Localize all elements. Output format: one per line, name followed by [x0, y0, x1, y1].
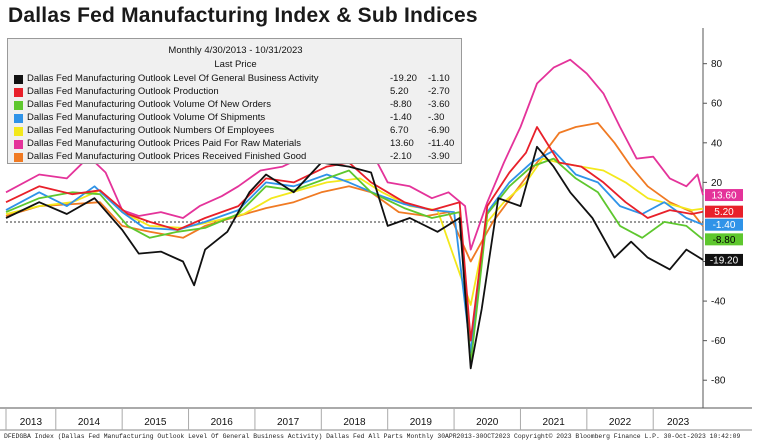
y-tick-label: -80	[711, 376, 726, 387]
y-tick-label: 20	[711, 178, 723, 189]
last-value-tag-label: 5.20	[714, 207, 734, 218]
legend-change-value: -1.10	[428, 73, 450, 84]
legend-swatch	[14, 114, 23, 123]
y-tick-label: 60	[711, 99, 723, 110]
legend-last-value: -2.10	[390, 151, 412, 162]
legend-last-price-label: Last Price	[214, 59, 257, 70]
last-value-tag	[705, 218, 743, 231]
legend-name: Dallas Fed Manufacturing Outlook Prices …	[27, 138, 302, 149]
last-value-tag-label: 13.60	[711, 191, 736, 202]
x-tick-label: 2018	[343, 417, 366, 428]
legend-swatch	[14, 101, 23, 110]
x-tick-label: 2020	[476, 417, 499, 428]
legend-change-value: -11.40	[428, 138, 455, 149]
x-tick-label: 2016	[211, 417, 234, 428]
legend-name: Dallas Fed Manufacturing Outlook Level O…	[27, 73, 319, 84]
legend-last-value: -8.80	[390, 99, 412, 110]
legend-swatch	[14, 140, 23, 149]
legend-name: Dallas Fed Manufacturing Outlook Volume …	[27, 99, 271, 110]
legend-swatch	[14, 88, 23, 97]
legend-period: Monthly 4/30/2013 - 10/31/2023	[168, 45, 303, 56]
legend-box: Monthly 4/30/2013 - 10/31/2023 Last Pric…	[7, 38, 462, 164]
x-tick-label: 2013	[20, 417, 43, 428]
legend-last-value: -1.40	[390, 112, 412, 123]
series-line	[5, 157, 704, 366]
last-value-tag-label: -19.20	[710, 255, 739, 266]
legend-swatch	[14, 75, 23, 84]
last-value-tag	[705, 253, 743, 266]
x-tick-label: 2022	[609, 417, 632, 428]
legend-last-value: 6.70	[390, 125, 409, 136]
series-line	[5, 58, 704, 251]
legend-change-value: -6.90	[428, 125, 450, 136]
y-tick-label: 80	[711, 59, 723, 70]
legend-change-value: -3.90	[428, 151, 450, 162]
x-tick-label: 2021	[543, 417, 566, 428]
x-tick-label: 2017	[277, 417, 300, 428]
last-value-tag	[705, 189, 743, 202]
x-tick-label: 2023	[667, 417, 690, 428]
x-tick-label: 2014	[78, 417, 101, 428]
legend-item-new-orders: Dallas Fed Manufacturing Outlook Volume …	[14, 99, 459, 112]
legend-swatch	[14, 153, 23, 162]
series-line	[5, 126, 704, 342]
chart-title: Dallas Fed Manufacturing Index & Sub Ind…	[8, 4, 478, 27]
legend-last-value: -19.20	[390, 73, 417, 84]
y-tick-label: 40	[711, 138, 723, 149]
legend-item-prices-received: Dallas Fed Manufacturing Outlook Prices …	[14, 151, 459, 164]
last-value-tag	[705, 233, 743, 246]
legend-change-value: -.30	[428, 112, 445, 123]
legend-last-value: 13.60	[390, 138, 414, 149]
legend-last-value: 5.20	[390, 86, 409, 97]
x-tick-label: 2015	[144, 417, 167, 428]
legend-item-employees: Dallas Fed Manufacturing Outlook Numbers…	[14, 125, 459, 138]
legend-swatch	[14, 127, 23, 136]
last-value-tag	[705, 205, 743, 218]
footer-source-note: DFEDGBA Index (Dallas Fed Manufacturing …	[4, 433, 741, 440]
y-tick-label: -40	[711, 297, 726, 308]
legend-item-shipments: Dallas Fed Manufacturing Outlook Volume …	[14, 112, 459, 125]
legend-name: Dallas Fed Manufacturing Outlook Numbers…	[27, 125, 275, 136]
legend-item-prices-paid: Dallas Fed Manufacturing Outlook Prices …	[14, 138, 459, 151]
series-line	[5, 157, 704, 306]
legend-name: Dallas Fed Manufacturing Outlook Prices …	[27, 151, 307, 162]
series-line	[5, 122, 704, 263]
legend-name: Dallas Fed Manufacturing Outlook Product…	[27, 86, 219, 97]
series-line	[5, 149, 704, 354]
legend-item-general-business-activity: Dallas Fed Manufacturing Outlook Level O…	[14, 73, 459, 86]
legend-change-value: -3.60	[428, 99, 450, 110]
last-value-tag-label: -1.40	[713, 220, 736, 231]
series-line	[5, 145, 704, 370]
y-tick-label: -60	[711, 336, 726, 347]
legend-change-value: -2.70	[428, 86, 450, 97]
legend-item-production: Dallas Fed Manufacturing Outlook Product…	[14, 86, 459, 99]
last-value-tag-label: -8.80	[713, 235, 736, 246]
x-tick-label: 2019	[410, 417, 433, 428]
legend-name: Dallas Fed Manufacturing Outlook Volume …	[27, 112, 266, 123]
